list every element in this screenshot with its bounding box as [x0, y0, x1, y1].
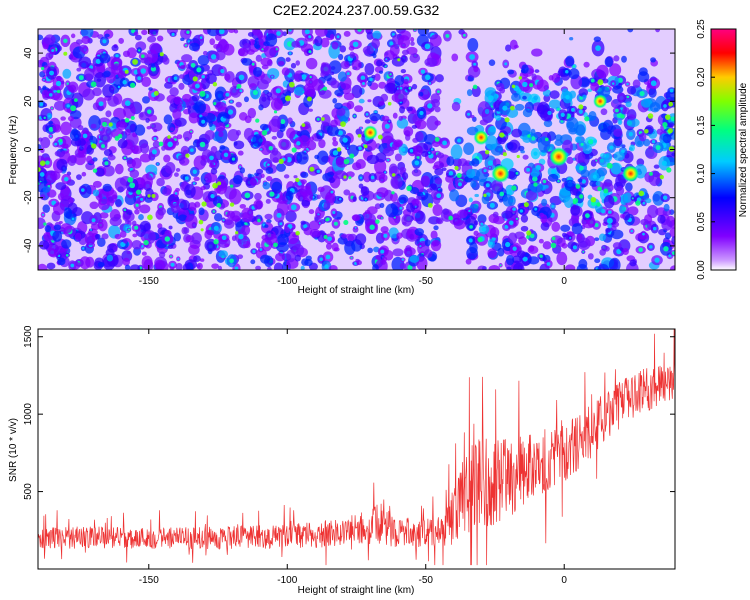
heatmap-hotspot — [491, 164, 510, 183]
x-tick-label: 0 — [561, 575, 567, 586]
y-tick-label: 1500 — [23, 325, 34, 348]
y-tick-label: 500 — [23, 483, 34, 500]
x-tick-label: 0 — [561, 276, 567, 287]
snr-panel: -150 -100 -50 0 500 1000 1500 Height of strai… — [8, 325, 676, 596]
heatmap-hotspot — [622, 165, 640, 183]
colorbar-tick-label: 0.05 — [696, 212, 707, 232]
y-tick-label: 20 — [23, 95, 34, 107]
x-tick-label: -150 — [139, 276, 159, 287]
snr-frame — [37, 328, 676, 570]
x-tick-label: -150 — [139, 575, 159, 586]
spectrogram-x-ticks: -150 -100 -50 0 — [139, 29, 567, 287]
snr-series-line — [38, 329, 675, 566]
x-tick-label: -50 — [419, 575, 434, 586]
spectrogram-x-axis-label: Height of straight line (km) — [298, 285, 415, 296]
colorbar-tick-label: 0.20 — [696, 67, 707, 87]
y-tick-label: -40 — [23, 238, 34, 253]
colorbar: 0.00 0.05 0.10 0.15 0.20 0.25 Normalized spec… — [696, 19, 749, 280]
snr-y-ticks: 500 1000 1500 — [23, 325, 675, 500]
snr-y-axis-label: SNR (10 * v/v) — [8, 418, 19, 482]
x-tick-label: -50 — [419, 276, 434, 287]
spectrogram-y-axis-label: Frequency (Hz) — [8, 116, 19, 185]
colorbar-tick-label: 0.00 — [696, 260, 707, 280]
colorbar-ticks: 0.00 0.05 0.10 0.15 0.20 0.25 — [696, 19, 715, 280]
spectrogram-heatmap — [38, 29, 675, 270]
y-tick-label: -20 — [23, 190, 34, 205]
x-tick-label: -100 — [277, 276, 297, 287]
colorbar-label: Normalized spectral amplitude — [738, 82, 749, 217]
colorbar-gradient — [710, 28, 737, 271]
y-tick-label: 0 — [23, 146, 34, 152]
figure-title: C2E2.2024.237.00.59.G32 — [273, 2, 440, 18]
heatmap-hotspot — [362, 125, 378, 140]
colorbar-tick-label: 0.25 — [696, 19, 707, 39]
spectrogram-y-ticks: -40 -20 0 20 40 — [23, 47, 675, 253]
snr-background — [38, 329, 675, 569]
colorbar-tick-label: 0.15 — [696, 115, 707, 135]
x-tick-label: -100 — [277, 575, 297, 586]
colorbar-tick-label: 0.10 — [696, 163, 707, 183]
heatmap-hotspot — [593, 94, 608, 109]
spectrogram-panel: -150 -100 -50 0 -40 -20 0 20 40 Height of strai… — [8, 28, 676, 296]
heatmap-hotspot — [548, 146, 569, 167]
y-tick-label: 40 — [23, 47, 34, 59]
snr-x-axis-label: Height of straight line (km) — [298, 585, 415, 596]
snr-x-ticks: -150 -100 -50 0 — [139, 329, 567, 586]
heatmap-hotspot — [473, 129, 489, 146]
y-tick-label: 1000 — [23, 403, 34, 426]
